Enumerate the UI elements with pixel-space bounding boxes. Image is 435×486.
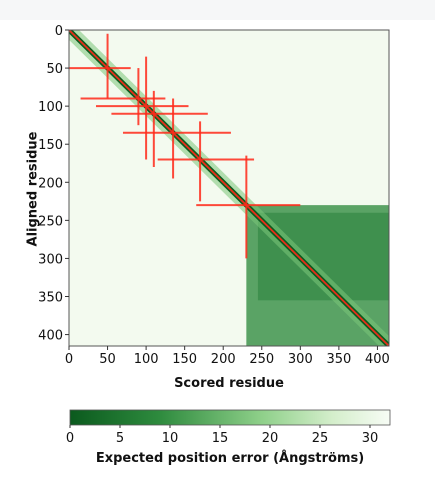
plot-frame [68, 29, 390, 347]
colorbar [69, 409, 391, 426]
y-tick-label: 200 [38, 176, 63, 191]
colorbar-tick-label: 0 [66, 431, 74, 446]
colorbar-axis: 0 5 10 15 20 25 30 [66, 425, 378, 446]
y-tick-label: 350 [38, 291, 63, 306]
x-tick-label: 300 [288, 352, 313, 367]
y-axis-label: Aligned residue [25, 131, 41, 247]
x-tick-label: 50 [99, 352, 116, 367]
y-tick-label: 50 [46, 62, 63, 77]
y-axis: 0 50 100 150 200 250 300 350 400 [38, 24, 69, 344]
x-tick-label: 100 [134, 352, 159, 367]
x-axis-label: Scored residue [174, 376, 284, 391]
y-tick-label: 400 [38, 329, 63, 344]
y-tick-label: 100 [38, 100, 63, 115]
y-tick-label: 300 [38, 252, 63, 267]
colorbar-tick-label: 25 [312, 431, 329, 446]
diagonal-marker [69, 30, 389, 346]
y-tick-label: 150 [38, 138, 63, 153]
colorbar-tick-label: 20 [262, 431, 279, 446]
colorbar-tick-label: 15 [212, 431, 229, 446]
x-axis: 0 50 100 150 200 250 300 350 400 [65, 346, 390, 367]
y-tick-label: 250 [38, 214, 63, 229]
y-tick-label: 0 [55, 24, 63, 39]
colorbar-tick-label: 10 [162, 431, 179, 446]
colorbar-tick-label: 30 [362, 431, 379, 446]
contact-crosses [69, 30, 389, 346]
x-tick-label: 0 [65, 352, 73, 367]
x-tick-label: 400 [365, 352, 390, 367]
colorbar-tick-label: 5 [116, 431, 124, 446]
x-tick-label: 350 [326, 352, 351, 367]
x-tick-label: 200 [211, 352, 236, 367]
x-tick-label: 150 [172, 352, 197, 367]
x-tick-label: 250 [249, 352, 274, 367]
colorbar-label: Expected position error (Ångströms) [95, 451, 365, 466]
top-bar [0, 0, 435, 20]
